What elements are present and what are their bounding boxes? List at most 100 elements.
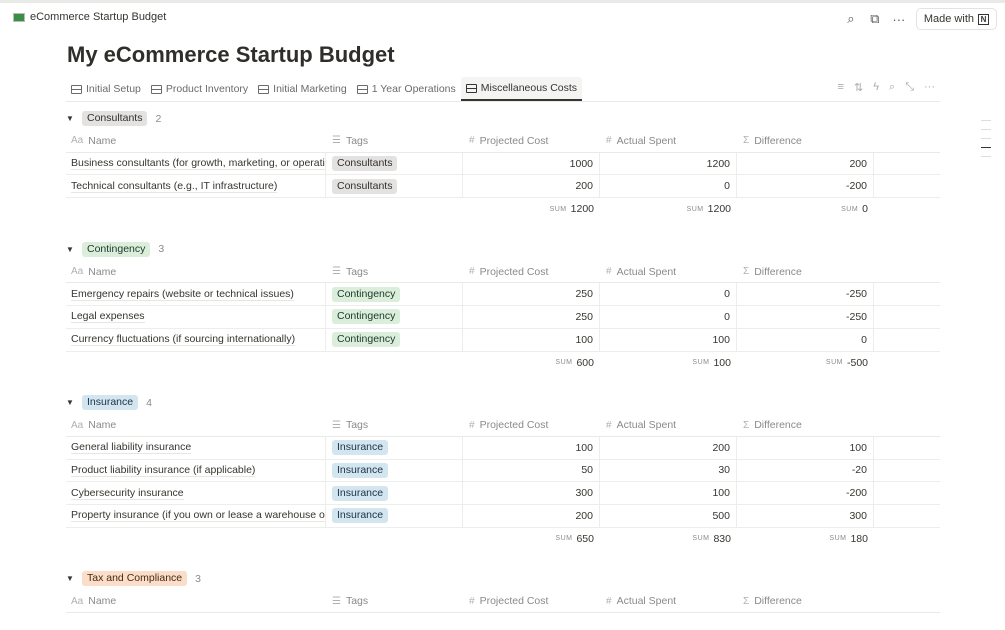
group-header[interactable]: ▼ Insurance 4 — [66, 391, 940, 414]
tags-cell[interactable]: Contingency — [326, 283, 463, 306]
actual-spent-cell[interactable]: 0 — [600, 283, 737, 306]
row-name[interactable]: Currency fluctuations (if sourcing inter… — [71, 333, 296, 347]
sum-difference[interactable]: SUM 0 — [737, 198, 874, 221]
actual-spent-cell[interactable]: 100 — [600, 328, 737, 351]
tags-cell[interactable]: Contingency — [326, 328, 463, 351]
column-actual-spent[interactable]: # Actual Spent — [600, 590, 737, 612]
tags-cell[interactable]: Insurance — [326, 482, 463, 504]
column-projected-cost[interactable]: # Projected Cost — [463, 261, 600, 283]
table-row[interactable]: Emergency repairs (website or technical … — [66, 283, 940, 307]
search-icon[interactable]: ⌕ — [847, 11, 855, 26]
name-cell[interactable]: Property insurance (if you own or lease … — [66, 504, 326, 527]
sum-actual[interactable]: SUM 1200 — [600, 198, 737, 221]
actual-spent-cell[interactable]: 100 — [600, 482, 737, 504]
table-row[interactable]: Technical consultants (e.g., IT infrastr… — [66, 175, 940, 199]
row-name[interactable]: Emergency repairs (website or technical … — [71, 287, 294, 301]
sum-projected[interactable]: SUM 650 — [463, 528, 600, 551]
row-name[interactable]: Cybersecurity insurance — [71, 486, 184, 500]
column-name[interactable]: Aa Name — [66, 414, 326, 436]
projected-cost-cell[interactable]: 50 — [463, 459, 600, 482]
column-tags[interactable]: ☰ Tags — [326, 590, 463, 612]
tab-product-inventory[interactable]: Product Inventory — [146, 77, 253, 101]
search-icon[interactable]: ⌕ — [889, 81, 896, 93]
column-name[interactable]: Aa Name — [66, 130, 326, 152]
name-cell[interactable]: Product liability insurance (if applicab… — [66, 459, 326, 482]
row-name[interactable]: General liability insurance — [71, 441, 192, 455]
actual-spent-cell[interactable]: 30 — [600, 459, 737, 482]
tab-initial-marketing[interactable]: Initial Marketing — [253, 77, 352, 101]
tags-cell[interactable]: Consultants — [326, 175, 463, 198]
name-cell[interactable]: Technical consultants (e.g., IT infrastr… — [66, 175, 326, 198]
automation-icon[interactable]: ϟ — [873, 81, 880, 93]
table-row[interactable]: Currency fluctuations (if sourcing inter… — [66, 328, 940, 352]
sum-actual[interactable]: SUM 100 — [600, 352, 737, 375]
column-name[interactable]: Aa Name — [66, 261, 326, 283]
projected-cost-cell[interactable]: 100 — [463, 436, 600, 459]
column-projected-cost[interactable]: # Projected Cost — [463, 414, 600, 436]
group-header[interactable]: ▼ Contingency 3 — [66, 238, 940, 261]
duplicate-icon[interactable]: ⧉ — [870, 11, 880, 26]
projected-cost-cell[interactable]: 200 — [463, 504, 600, 527]
projected-cost-cell[interactable]: 250 — [463, 283, 600, 306]
name-cell[interactable]: Currency fluctuations (if sourcing inter… — [66, 328, 326, 351]
sum-difference[interactable]: SUM -500 — [737, 352, 874, 375]
page-outline[interactable] — [981, 120, 991, 165]
table-row[interactable]: Product liability insurance (if applicab… — [66, 459, 940, 483]
column-difference[interactable]: Σ Difference — [737, 590, 874, 612]
table-row[interactable]: General liability insurance Insurance 10… — [66, 436, 940, 460]
table-row[interactable]: Property insurance (if you own or lease … — [66, 504, 940, 528]
column-difference[interactable]: Σ Difference — [737, 414, 874, 436]
name-cell[interactable]: General liability insurance — [66, 436, 326, 459]
actual-spent-cell[interactable]: 500 — [600, 504, 737, 527]
name-cell[interactable]: Business consultants (for growth, market… — [66, 152, 326, 175]
column-actual-spent[interactable]: # Actual Spent — [600, 261, 737, 283]
sum-difference[interactable]: SUM 180 — [737, 528, 874, 551]
column-tags[interactable]: ☰ Tags — [326, 414, 463, 436]
actual-spent-cell[interactable]: 0 — [600, 306, 737, 328]
column-difference[interactable]: Σ Difference — [737, 130, 874, 152]
table-row[interactable]: Cybersecurity insurance Insurance 300 10… — [66, 482, 940, 505]
table-row[interactable]: Legal expenses Contingency 250 0 -250 — [66, 306, 940, 329]
tags-cell[interactable]: Consultants — [326, 152, 463, 175]
sum-projected[interactable]: SUM 600 — [463, 352, 600, 375]
projected-cost-cell[interactable]: 1000 — [463, 152, 600, 175]
toggle-triangle-icon[interactable]: ▼ — [66, 398, 74, 408]
actual-spent-cell[interactable]: 200 — [600, 436, 737, 459]
name-cell[interactable]: Cybersecurity insurance — [66, 482, 326, 504]
tab-miscellaneous-costs[interactable]: Miscellaneous Costs — [460, 77, 583, 101]
row-name[interactable]: Technical consultants (e.g., IT infrastr… — [71, 179, 278, 193]
tags-cell[interactable]: Insurance — [326, 504, 463, 527]
more-icon[interactable]: ··· — [924, 81, 935, 93]
name-cell[interactable]: Emergency repairs (website or technical … — [66, 283, 326, 306]
row-name[interactable]: Business consultants (for growth, market… — [71, 157, 325, 171]
toggle-triangle-icon[interactable]: ▼ — [66, 244, 74, 254]
sum-projected[interactable]: SUM 1200 — [463, 198, 600, 221]
breadcrumb[interactable]: eCommerce Startup Budget — [13, 11, 166, 23]
projected-cost-cell[interactable]: 300 — [463, 482, 600, 504]
column-name[interactable]: Aa Name — [66, 590, 326, 612]
more-icon[interactable]: ··· — [892, 11, 906, 27]
column-tags[interactable]: ☰ Tags — [326, 130, 463, 152]
row-name[interactable]: Property insurance (if you own or lease … — [71, 509, 325, 523]
column-tags[interactable]: ☰ Tags — [326, 261, 463, 283]
projected-cost-cell[interactable]: 200 — [463, 175, 600, 198]
expand-icon[interactable]: ⤡ — [905, 81, 914, 93]
tab-initial-setup[interactable]: Initial Setup — [66, 77, 146, 101]
actual-spent-cell[interactable]: 1200 — [600, 152, 737, 175]
tags-cell[interactable]: Insurance — [326, 459, 463, 482]
sum-actual[interactable]: SUM 830 — [600, 528, 737, 551]
table-row[interactable]: Business consultants (for growth, market… — [66, 152, 940, 176]
tags-cell[interactable]: Contingency — [326, 306, 463, 328]
row-name[interactable]: Legal expenses — [71, 310, 145, 324]
sort-icon[interactable]: ⇅ — [853, 82, 864, 94]
tab-1-year-operations[interactable]: 1 Year Operations — [352, 77, 461, 101]
projected-cost-cell[interactable]: 100 — [463, 328, 600, 351]
toggle-triangle-icon[interactable]: ▼ — [66, 114, 74, 123]
projected-cost-cell[interactable]: 250 — [463, 306, 600, 328]
filter-icon[interactable]: ≡ — [837, 81, 844, 93]
tags-cell[interactable]: Insurance — [326, 436, 463, 459]
column-actual-spent[interactable]: # Actual Spent — [600, 130, 737, 152]
column-actual-spent[interactable]: # Actual Spent — [600, 414, 737, 436]
name-cell[interactable]: Legal expenses — [66, 306, 326, 328]
toggle-triangle-icon[interactable]: ▼ — [66, 574, 74, 584]
